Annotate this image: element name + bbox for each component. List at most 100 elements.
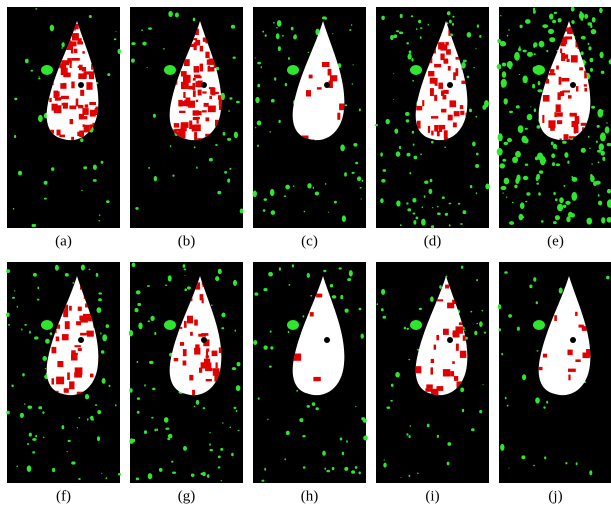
green-speck	[386, 119, 390, 124]
green-speck	[264, 198, 267, 201]
green-speck	[310, 295, 312, 297]
green-speck	[571, 20, 574, 24]
green-speck	[168, 11, 173, 17]
red-patch	[194, 42, 197, 50]
green-speck	[271, 210, 276, 215]
green-speck	[6, 313, 10, 317]
green-speck	[395, 372, 400, 377]
green-speck	[223, 132, 226, 136]
green-speck	[589, 470, 592, 475]
green-speck	[526, 192, 530, 195]
red-patch	[560, 49, 562, 54]
red-patch	[445, 285, 449, 289]
green-speck	[599, 143, 604, 150]
red-patch	[180, 342, 184, 346]
green-speck	[558, 18, 562, 22]
green-speck	[107, 73, 110, 76]
green-speck	[142, 42, 146, 46]
green-speck	[386, 407, 390, 409]
green-speck	[307, 273, 310, 278]
green-speck	[393, 99, 394, 100]
green-speck	[411, 58, 413, 62]
green-speck	[346, 440, 348, 442]
green-speck	[322, 451, 326, 456]
green-speck	[501, 85, 505, 88]
green-speck	[194, 146, 196, 148]
green-speck	[538, 192, 541, 195]
green-speck	[25, 59, 29, 63]
red-patch	[556, 66, 559, 70]
green-speck	[424, 181, 428, 184]
green-speck	[377, 303, 379, 305]
green-speck	[442, 196, 445, 199]
red-patch	[202, 110, 207, 112]
red-patch	[208, 66, 210, 72]
green-speck	[220, 448, 223, 451]
green-speck	[262, 31, 264, 33]
green-speck	[334, 201, 337, 204]
green-speck	[316, 407, 319, 410]
green-speck	[20, 413, 24, 418]
green-speck	[193, 18, 196, 22]
red-patch	[202, 91, 206, 93]
green-speck	[439, 285, 442, 288]
green-speck	[571, 176, 573, 178]
green-speck	[474, 331, 477, 335]
green-speck	[236, 385, 241, 391]
green-speck	[263, 345, 267, 349]
red-patch	[428, 71, 434, 76]
green-speck	[102, 334, 107, 341]
green-speck	[97, 410, 101, 414]
green-speck	[525, 201, 527, 203]
green-speck	[115, 404, 117, 406]
red-patch	[309, 75, 313, 79]
green-speck	[360, 187, 362, 189]
green-speck	[565, 462, 567, 464]
green-speck	[600, 52, 604, 58]
red-patch	[194, 348, 200, 355]
green-speck	[512, 202, 514, 203]
red-patch	[557, 120, 562, 124]
green-speck	[413, 220, 416, 225]
hole	[201, 82, 207, 88]
green-speck	[416, 28, 418, 30]
red-patch	[416, 106, 422, 111]
green-speck	[38, 115, 43, 122]
green-speck	[533, 465, 535, 467]
green-speck	[238, 430, 240, 431]
red-patch	[61, 68, 68, 76]
green-speck	[106, 477, 108, 479]
red-patch	[78, 73, 86, 79]
green-patch	[287, 320, 299, 330]
green-speck	[479, 321, 483, 327]
green-speck	[390, 35, 394, 40]
red-patch	[206, 355, 210, 357]
red-patch	[452, 361, 455, 364]
green-speck	[598, 161, 600, 163]
green-speck	[475, 164, 479, 168]
green-speck	[408, 359, 410, 360]
green-speck	[85, 394, 89, 399]
red-patch	[447, 303, 454, 309]
panel-label: (j)	[548, 488, 562, 504]
green-speck	[340, 144, 345, 151]
green-speck	[396, 30, 399, 32]
green-speck	[227, 138, 231, 141]
green-speck	[399, 32, 403, 35]
red-patch	[52, 104, 58, 111]
red-patch	[200, 46, 203, 52]
green-speck	[29, 433, 32, 437]
green-speck	[217, 191, 221, 194]
green-speck	[517, 327, 520, 331]
red-patch	[89, 71, 94, 79]
figure: (a)(b)(c)(d)(e)(f)(g)(h)(i)(j)	[0, 0, 611, 510]
red-patch	[426, 384, 433, 388]
red-patch	[571, 55, 578, 62]
green-speck	[274, 77, 276, 80]
green-speck	[535, 397, 540, 403]
green-speck	[35, 8, 37, 9]
panel-label: (i)	[425, 488, 439, 504]
red-patch	[316, 294, 322, 298]
green-patch	[164, 65, 176, 75]
green-speck	[315, 192, 319, 196]
